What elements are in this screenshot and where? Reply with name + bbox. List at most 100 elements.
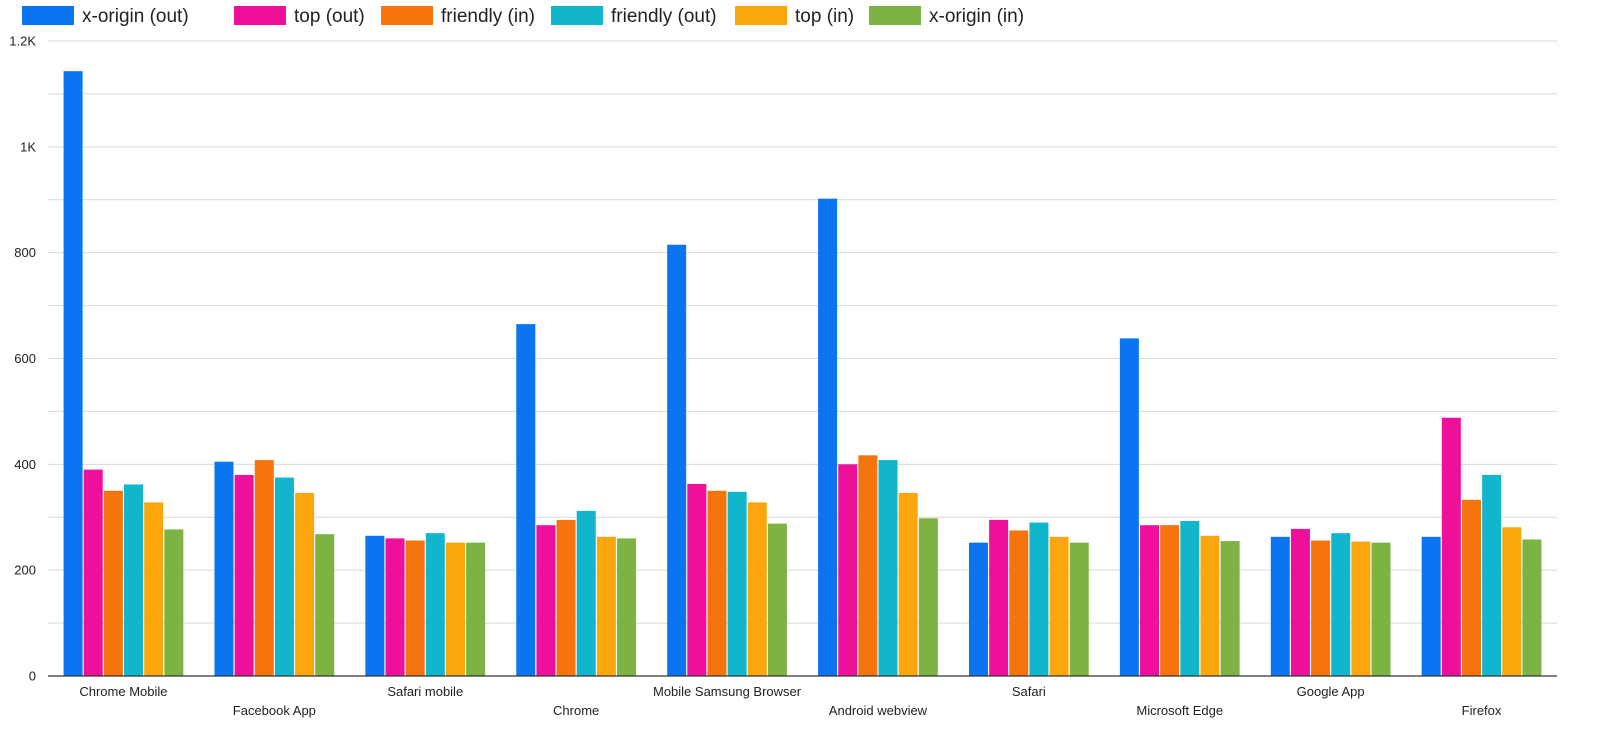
legend-label: x-origin (out) [82, 6, 189, 27]
bar[interactable] [878, 460, 898, 676]
legend-swatch [551, 6, 603, 25]
x-category-label: Safari [1012, 684, 1046, 699]
bar[interactable] [898, 492, 918, 676]
bar[interactable] [918, 518, 938, 676]
bar[interactable] [617, 538, 637, 676]
bar[interactable] [968, 542, 988, 676]
legend-swatch [381, 6, 433, 25]
bar[interactable] [1502, 527, 1522, 676]
bar[interactable] [445, 542, 465, 676]
bar[interactable] [124, 484, 144, 676]
legend-item[interactable]: friendly (out) [551, 6, 717, 27]
bar[interactable] [747, 502, 767, 676]
bar[interactable] [1180, 520, 1200, 676]
bars [63, 71, 1542, 677]
bar[interactable] [1069, 542, 1089, 676]
bar[interactable] [144, 502, 164, 676]
bar[interactable] [1441, 417, 1461, 676]
bar[interactable] [1371, 542, 1391, 676]
y-tick-label: 1.2K [9, 34, 36, 49]
bar[interactable] [818, 198, 838, 676]
bar[interactable] [164, 529, 184, 676]
legend-label: friendly (out) [611, 6, 717, 27]
x-category-label: Mobile Samsung Browser [653, 684, 802, 699]
bar[interactable] [727, 491, 747, 676]
bar[interactable] [466, 542, 486, 676]
bar[interactable] [295, 492, 315, 676]
bar[interactable] [315, 534, 335, 676]
x-category-label: Chrome [553, 703, 599, 718]
bar[interactable] [1290, 528, 1310, 676]
bar[interactable] [536, 525, 556, 676]
bar[interactable] [767, 523, 787, 676]
bar[interactable] [425, 533, 445, 677]
bar[interactable] [989, 519, 1009, 676]
legend-item[interactable]: top (out) [234, 6, 365, 27]
bar[interactable] [687, 483, 707, 676]
bar[interactable] [1200, 535, 1220, 676]
y-tick-label: 200 [14, 563, 36, 578]
bar[interactable] [667, 244, 687, 677]
bar[interactable] [1160, 525, 1180, 676]
bar[interactable] [596, 536, 616, 676]
bar[interactable] [1461, 499, 1481, 676]
legend-label: top (out) [294, 6, 365, 27]
bar[interactable] [516, 324, 536, 676]
legend-label: friendly (in) [441, 6, 535, 27]
bar[interactable] [365, 535, 385, 676]
x-category-label: Android webview [829, 703, 928, 718]
legend-swatch [735, 6, 787, 25]
bar[interactable] [838, 464, 858, 676]
bar[interactable] [1119, 338, 1139, 676]
legend: x-origin (out) top (out) friendly (in) frie… [22, 6, 1024, 27]
bar[interactable] [1482, 474, 1502, 676]
legend-swatch [22, 6, 74, 25]
bar[interactable] [1009, 530, 1029, 676]
bar[interactable] [1140, 525, 1160, 676]
bar[interactable] [1421, 536, 1441, 676]
legend-swatch [869, 6, 921, 25]
y-axis-ticks: 0 200 400 600 800 1K 1.2K [9, 34, 36, 684]
bar[interactable] [214, 461, 234, 676]
x-category-label: Safari mobile [387, 684, 463, 699]
bar[interactable] [1522, 539, 1542, 676]
bar[interactable] [83, 469, 103, 677]
x-category-label: Google App [1297, 684, 1365, 699]
bar[interactable] [234, 474, 254, 676]
legend-label: top (in) [795, 6, 854, 27]
bar[interactable] [385, 538, 405, 676]
x-category-label: Facebook App [233, 703, 316, 718]
legend-label: x-origin (in) [929, 6, 1024, 27]
y-tick-label: 0 [29, 669, 36, 684]
x-category-label: Firefox [1462, 703, 1502, 718]
legend-swatch [234, 6, 286, 25]
bar[interactable] [63, 71, 83, 676]
bar[interactable] [576, 510, 596, 676]
y-tick-label: 800 [14, 245, 36, 260]
bar[interactable] [274, 477, 294, 676]
legend-item[interactable]: x-origin (in) [869, 6, 1024, 27]
y-tick-label: 1K [20, 139, 36, 154]
bar[interactable] [254, 460, 274, 676]
bar[interactable] [858, 455, 878, 676]
bar[interactable] [1351, 541, 1371, 676]
x-category-label: Microsoft Edge [1136, 703, 1223, 718]
legend-item[interactable]: x-origin (out) [22, 6, 189, 27]
bar[interactable] [556, 519, 576, 676]
bar[interactable] [405, 540, 425, 676]
bar[interactable] [1220, 541, 1240, 676]
bar[interactable] [1331, 533, 1351, 677]
bar[interactable] [1029, 522, 1049, 676]
bar[interactable] [103, 490, 123, 676]
x-category-label: Chrome Mobile [79, 684, 167, 699]
y-tick-label: 400 [14, 457, 36, 472]
bar[interactable] [707, 490, 727, 676]
legend-item[interactable]: friendly (in) [381, 6, 535, 27]
bar[interactable] [1311, 540, 1331, 676]
legend-item[interactable]: top (in) [735, 6, 854, 27]
bar[interactable] [1270, 536, 1290, 676]
bar[interactable] [1049, 536, 1069, 676]
y-tick-label: 600 [14, 351, 36, 366]
